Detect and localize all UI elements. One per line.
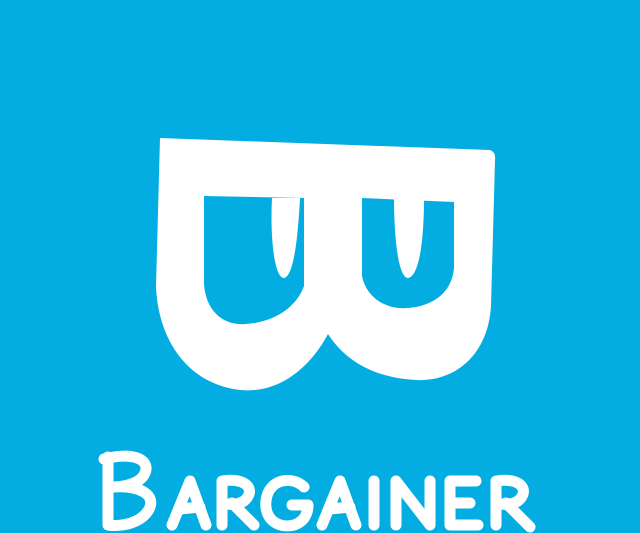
logo-eyes: [271, 198, 424, 278]
logo-shape: [156, 138, 496, 391]
bargainer-b-logo-icon: [156, 138, 496, 391]
bargainer-wordmark: [98, 450, 536, 533]
